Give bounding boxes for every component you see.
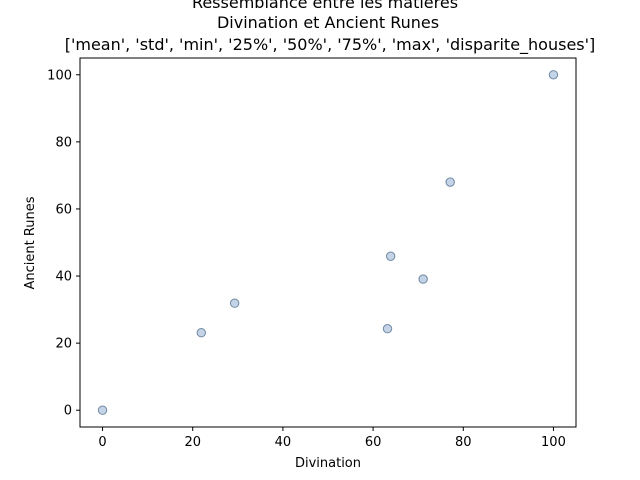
x-tick-label: 40 bbox=[275, 435, 292, 450]
x-tick-label: 0 bbox=[98, 435, 106, 450]
chart-title: Ressemblance entre les matieres Divinati… bbox=[65, 0, 596, 55]
title-line-1: Ressemblance entre les matieres bbox=[192, 0, 458, 12]
plot-frame bbox=[79, 57, 577, 428]
y-tick-label: 0 bbox=[64, 404, 72, 419]
title-line-3: ['mean', 'std', 'min', '25%', '50%', '75… bbox=[65, 35, 596, 55]
x-axis-label: Divination bbox=[295, 456, 361, 471]
data-point bbox=[229, 298, 240, 308]
data-point bbox=[548, 70, 559, 80]
y-tick-label: 100 bbox=[47, 68, 72, 83]
x-tick-label: 60 bbox=[365, 435, 382, 450]
data-point bbox=[418, 274, 428, 284]
y-tick-label: 40 bbox=[55, 270, 72, 285]
x-tick-label: 80 bbox=[455, 435, 472, 450]
y-tick-label: 80 bbox=[55, 135, 72, 150]
axis-ticks: 0 20 40 60 80 100 0 20 40 60 80 100 bbox=[47, 68, 566, 450]
y-axis-label: Ancient Runes bbox=[23, 196, 38, 289]
data-point bbox=[196, 328, 206, 338]
data-point bbox=[445, 177, 455, 187]
y-tick-label: 60 bbox=[55, 202, 72, 217]
title-line-2: Divination et Ancient Runes bbox=[217, 13, 439, 32]
data-point bbox=[385, 251, 396, 261]
data-point bbox=[97, 405, 108, 415]
y-tick-label: 20 bbox=[55, 337, 72, 352]
data-point bbox=[382, 324, 393, 334]
data-points bbox=[97, 70, 559, 415]
x-tick-label: 20 bbox=[184, 435, 201, 450]
x-tick-label: 100 bbox=[541, 435, 566, 450]
